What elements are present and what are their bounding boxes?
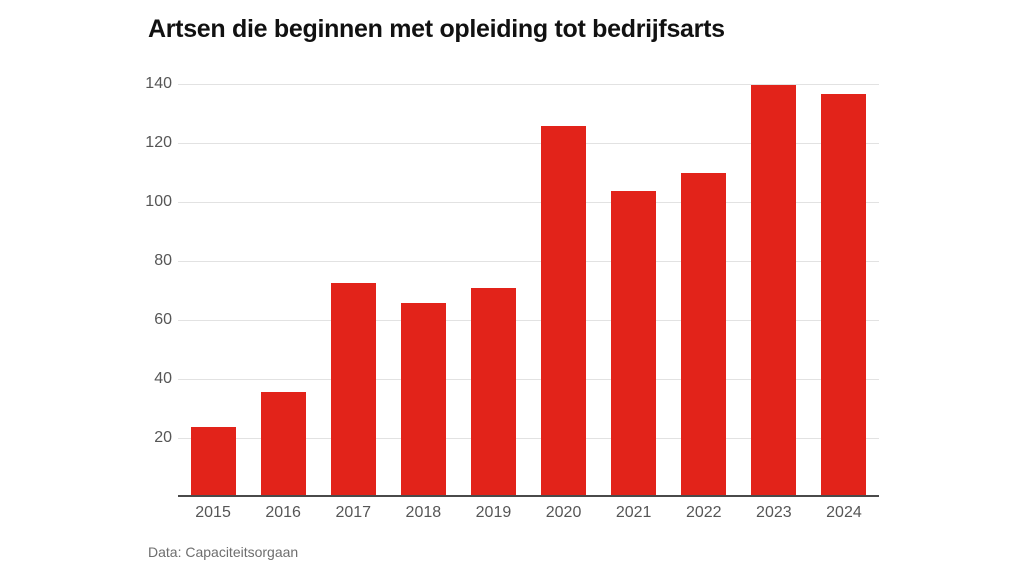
- data-source: Data: Capaciteitsorgaan: [148, 544, 299, 560]
- y-tick-label-80: 80: [154, 252, 172, 269]
- bar-2019: [470, 288, 516, 495]
- bar-2021: [611, 191, 657, 495]
- y-tick-label-140: 140: [145, 75, 172, 92]
- bar-2022: [681, 173, 727, 495]
- x-tick-label-2024: 2024: [826, 504, 862, 521]
- bar-2023: [751, 85, 797, 495]
- bar-2024: [821, 94, 867, 495]
- bar-2020: [541, 126, 587, 495]
- gridline-140: [178, 84, 879, 85]
- x-tick-label-2023: 2023: [756, 504, 792, 521]
- chart-title: Artsen die beginnen met opleiding tot be…: [148, 15, 725, 43]
- x-tick-label-2017: 2017: [335, 504, 372, 521]
- x-tick-label-2019: 2019: [475, 504, 512, 521]
- x-tick-label-2022: 2022: [685, 504, 722, 521]
- gridline-20: [178, 438, 879, 439]
- gridline-120: [178, 143, 879, 144]
- x-tick-label-2015: 2015: [195, 504, 231, 521]
- x-tick-label-2021: 2021: [615, 504, 652, 521]
- gridline-100: [178, 202, 879, 203]
- bar-2015: [190, 427, 236, 495]
- bar-2018: [400, 303, 446, 495]
- x-tick-label-2020: 2020: [545, 504, 582, 521]
- bar-2017: [330, 283, 376, 495]
- bar-2016: [260, 392, 306, 495]
- x-tick-label-2018: 2018: [405, 504, 442, 521]
- gridline-40: [178, 379, 879, 380]
- y-tick-label-60: 60: [154, 311, 172, 328]
- plot-area: [178, 84, 879, 497]
- y-tick-label-100: 100: [145, 193, 172, 210]
- gridline-80: [178, 261, 879, 262]
- x-tick-label-2016: 2016: [265, 504, 301, 521]
- gridline-60: [178, 320, 879, 321]
- y-tick-label-20: 20: [154, 429, 172, 446]
- y-tick-label-40: 40: [154, 370, 172, 387]
- y-tick-label-120: 120: [145, 134, 172, 151]
